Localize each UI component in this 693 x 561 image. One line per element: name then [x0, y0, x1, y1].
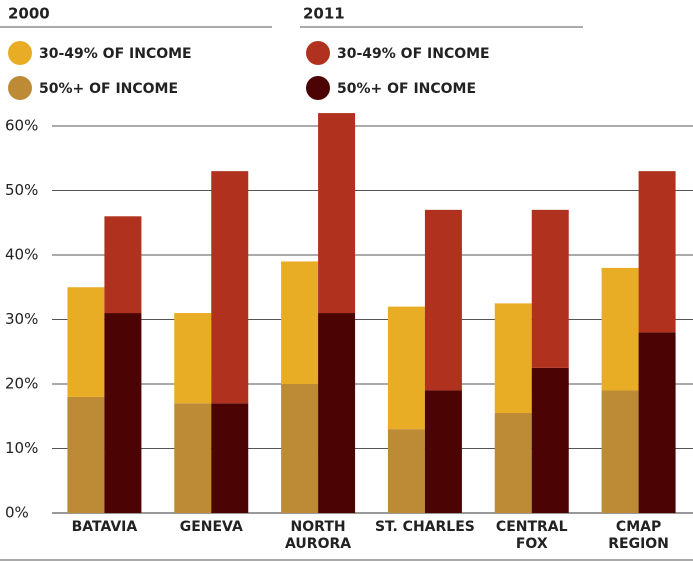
y-tick-label: 20% [5, 375, 38, 393]
y-tick-label: 40% [5, 246, 38, 264]
legend-swatch [306, 76, 330, 100]
legend-swatch [306, 41, 330, 65]
y-tick-label: 50% [5, 181, 38, 199]
y-tick-label: 0% [5, 504, 29, 522]
bar-segment [494, 303, 532, 414]
legend-label: 50%+ OF INCOME [39, 81, 178, 97]
bar-segment [174, 403, 212, 513]
legend-swatch [8, 76, 32, 100]
x-tick-label: BATAVIA [71, 519, 138, 535]
bar-segment [424, 209, 462, 391]
bar-segment [211, 403, 249, 513]
bar-segment [531, 209, 569, 368]
bar-segment [318, 113, 356, 314]
x-tick-label: CENTRAL FOX [495, 519, 568, 552]
legend-label: 30-49% OF INCOME [39, 46, 192, 62]
bar-segment [174, 313, 212, 404]
x-tick-label: ST. CHARLES [374, 519, 475, 535]
bar-segment [387, 306, 425, 430]
bar-segment [601, 390, 639, 513]
bar-segment [281, 261, 319, 384]
legend-group-title: 2011 [303, 5, 345, 23]
bar-segment [104, 313, 142, 513]
x-tick-label: CMAP REGION [608, 519, 669, 552]
bar-segment [638, 171, 676, 333]
bar-segment [424, 390, 462, 513]
bar-segment [494, 413, 532, 513]
bar-segment [281, 384, 319, 513]
legend-label: 50%+ OF INCOME [337, 81, 476, 97]
bar-segment [104, 216, 142, 314]
legend-label: 30-49% OF INCOME [337, 46, 490, 62]
bar-segment [638, 332, 676, 513]
x-tick-label: NORTH AURORA [285, 519, 352, 552]
bar-segment [318, 313, 356, 513]
y-tick-label: 30% [5, 310, 38, 328]
bar-segment [67, 396, 105, 513]
bar-segment [67, 287, 105, 397]
x-tick-label: GENEVA [179, 519, 243, 535]
legend-group-title: 2000 [8, 5, 50, 23]
y-tick-label: 60% [5, 117, 38, 135]
y-tick-label: 10% [5, 439, 38, 457]
bar-segment [387, 429, 425, 513]
bar-segment [601, 267, 639, 391]
bar-segment [211, 171, 249, 404]
legend-swatch [8, 41, 32, 65]
bar-segment [531, 367, 569, 513]
